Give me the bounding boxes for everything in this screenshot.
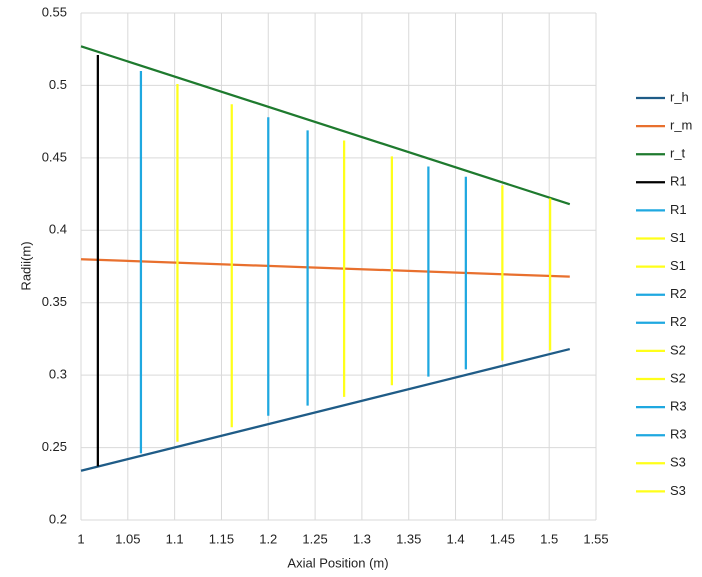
legend-label: S1 bbox=[670, 230, 686, 245]
legend-label: S1 bbox=[670, 258, 686, 273]
x-axis-title: Axial Position (m) bbox=[287, 555, 388, 570]
x-tick-label: 1.55 bbox=[583, 531, 608, 546]
legend-label: R1 bbox=[670, 174, 687, 189]
legend-label: R2 bbox=[670, 314, 687, 329]
legend-label: R3 bbox=[670, 399, 687, 414]
legend-label: R3 bbox=[670, 427, 687, 442]
y-tick-label: 0.45 bbox=[42, 149, 67, 164]
y-tick-label: 0.2 bbox=[49, 511, 67, 526]
y-tick-label: 0.3 bbox=[49, 367, 67, 382]
x-tick-label: 1.15 bbox=[209, 531, 234, 546]
x-tick-label: 1.05 bbox=[115, 531, 140, 546]
legend-label: S2 bbox=[670, 342, 686, 357]
y-tick-label: 0.4 bbox=[49, 222, 67, 237]
series-line bbox=[80, 347, 571, 472]
series-line bbox=[80, 258, 570, 278]
legend-label: R1 bbox=[670, 202, 687, 217]
x-tick-label: 1.35 bbox=[396, 531, 421, 546]
y-tick-label: 0.55 bbox=[42, 4, 67, 19]
y-tick-label: 0.35 bbox=[42, 294, 67, 309]
legend-label: r_m bbox=[670, 118, 692, 133]
legend-label: S3 bbox=[670, 483, 686, 498]
series-line bbox=[80, 45, 571, 206]
y-tick-label: 0.5 bbox=[49, 77, 67, 92]
legend-label: r_t bbox=[670, 146, 686, 161]
y-axis-title: Radii(m) bbox=[18, 241, 33, 290]
x-tick-label: 1.25 bbox=[302, 531, 327, 546]
legend-label: R2 bbox=[670, 286, 687, 301]
x-tick-label: 1.45 bbox=[490, 531, 515, 546]
x-tick-label: 1.3 bbox=[353, 531, 371, 546]
y-tick-label: 0.25 bbox=[42, 439, 67, 454]
x-tick-label: 1.5 bbox=[540, 531, 558, 546]
legend-label: r_h bbox=[670, 89, 689, 104]
legend-label: S3 bbox=[670, 455, 686, 470]
legend-label: S2 bbox=[670, 370, 686, 385]
x-tick-label: 1.4 bbox=[447, 531, 465, 546]
x-tick-label: 1.2 bbox=[259, 531, 277, 546]
x-tick-label: 1.1 bbox=[166, 531, 184, 546]
x-tick-label: 1 bbox=[77, 531, 84, 546]
